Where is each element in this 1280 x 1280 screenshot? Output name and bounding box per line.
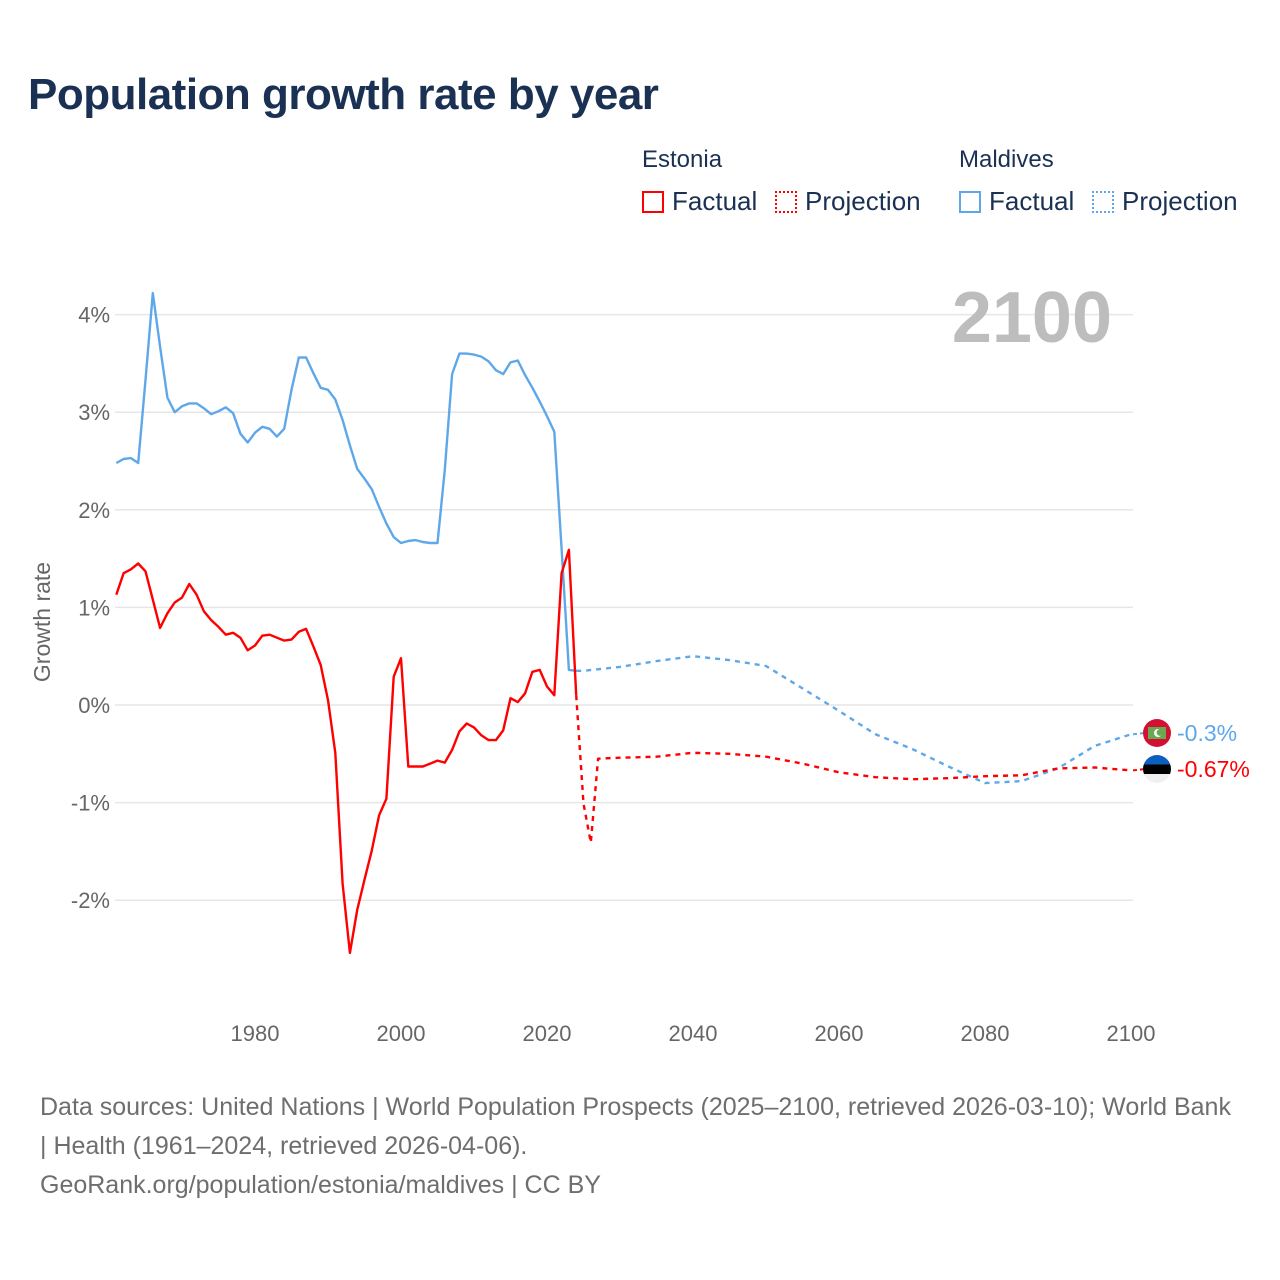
end-connector — [1132, 732, 1146, 736]
series-line-estonia-projection — [575, 695, 1132, 844]
source-line-2[interactable]: GeoRank.org/population/estonia/maldives … — [40, 1171, 601, 1199]
x-tick-label: 2100 — [1107, 1021, 1156, 1046]
y-tick-label: 1% — [78, 595, 110, 620]
end-value-label: -0.3% — [1177, 720, 1237, 746]
y-tick-label: 3% — [78, 400, 110, 425]
legend-solid-swatch-icon — [642, 190, 664, 213]
year-overlay: 2100 — [952, 278, 1112, 358]
series-line-maldives-factual — [115, 291, 577, 672]
legend-estonia-factual[interactable]: Factual — [642, 186, 757, 217]
maldives-flag-icon — [1143, 719, 1171, 747]
x-tick-label: 2060 — [815, 1021, 864, 1046]
series-line-maldives-projection — [576, 655, 1132, 785]
legend-dotted-swatch-icon — [1092, 190, 1114, 213]
y-axis-label: Growth rate — [29, 562, 55, 682]
end-connector — [1132, 768, 1146, 772]
legend-estonia-projection[interactable]: Projection — [775, 186, 921, 217]
y-tick-label: 2% — [78, 498, 110, 523]
legend-maldives-projection[interactable]: Projection — [1092, 186, 1238, 217]
x-tick-label: 2000 — [377, 1021, 426, 1046]
end-value-label: -0.67% — [1177, 756, 1250, 782]
legend-label: Projection — [1122, 186, 1238, 216]
source-line-1: Data sources: United Nations | World Pop… — [40, 1093, 1231, 1160]
legend-maldives-heading: Maldives — [959, 146, 1054, 173]
legend-estonia-heading: Estonia — [642, 146, 723, 173]
estonia-flag-icon — [1143, 755, 1171, 783]
x-tick-label: 2020 — [523, 1021, 572, 1046]
x-tick-label: 1980 — [231, 1021, 280, 1046]
y-tick-label: 0% — [78, 693, 110, 718]
source-note: Data sources: United Nations | World Pop… — [40, 1088, 1240, 1205]
chart-title: Population growth rate by year — [28, 70, 659, 119]
legend-label: Factual — [672, 186, 758, 216]
legend-dotted-swatch-icon — [775, 190, 797, 213]
x-tick-label: 2040 — [669, 1021, 718, 1046]
legend-label: Factual — [989, 186, 1075, 216]
y-tick-label: -2% — [71, 888, 110, 913]
x-tick-label: 2080 — [961, 1021, 1010, 1046]
y-tick-label: 4% — [78, 303, 110, 328]
series-line-estonia-factual — [115, 548, 578, 955]
legend-solid-swatch-icon — [959, 190, 981, 213]
legend-label: Projection — [805, 186, 921, 216]
y-tick-label: -1% — [71, 791, 110, 816]
legend-maldives-factual[interactable]: Factual — [959, 186, 1074, 217]
